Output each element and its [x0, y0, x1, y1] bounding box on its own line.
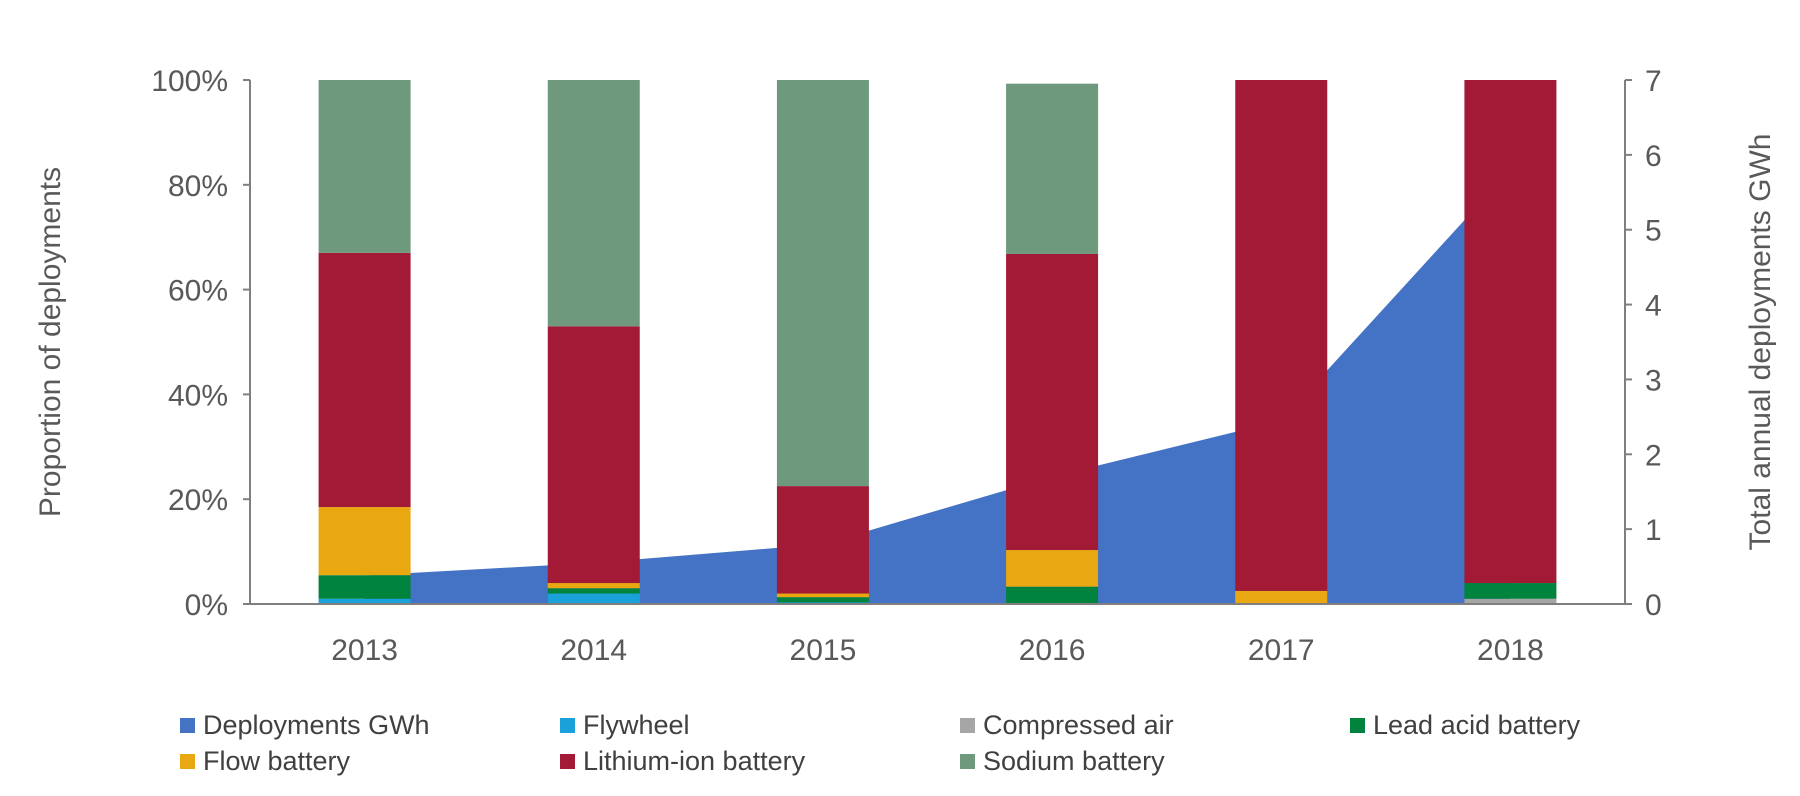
y2-tick-label: 0 [1645, 589, 1662, 622]
y-tick-label: 20% [168, 484, 228, 517]
bar-2013-flow-battery [318, 507, 411, 576]
x-tick-label: 2016 [1019, 634, 1086, 667]
y2-tick-label: 3 [1645, 364, 1662, 397]
bar-2013-lead-acid-battery [318, 575, 411, 599]
tick-layer: 0% 20% 40% 60% 80% 100% 0 1 2 3 4 5 6 7 2013 2014 2015 20… [151, 65, 1661, 667]
y-tick-label: 100% [151, 65, 228, 98]
bar-2017-flow-battery [1235, 590, 1328, 604]
bar-layer [318, 80, 1557, 604]
y-tick-label: 80% [168, 170, 228, 203]
legend-swatch [960, 754, 975, 769]
legend-swatch [180, 754, 195, 769]
legend-label: Lithium-ion battery [583, 746, 806, 776]
area-deployments-gwh [364, 169, 1511, 605]
legend-item: Flywheel [560, 710, 690, 741]
bar-2014-sodium-battery [547, 80, 640, 327]
y2-tick-label: 4 [1645, 290, 1662, 323]
legend-item: Flow battery [180, 746, 350, 777]
y2-tick-label: 6 [1645, 140, 1662, 173]
bar-2015-lead-acid-battery [776, 597, 869, 603]
bar-2013-lithium-ion-battery [318, 252, 411, 508]
bar-2018-lithium-ion-battery [1464, 80, 1557, 584]
legend-label: Flow battery [203, 746, 351, 776]
bar-2016-lithium-ion-battery [1006, 253, 1099, 551]
bar-2015-sodium-battery [776, 80, 869, 487]
bar-2013-flywheel [318, 598, 411, 604]
bar-2013-sodium-battery [318, 80, 411, 253]
chart: 0% 20% 40% 60% 80% 100% 0 1 2 3 4 5 6 7 2013 2014 2015 20… [34, 65, 1777, 667]
y-tick-label: 60% [168, 275, 228, 308]
legend-swatch [1350, 718, 1365, 733]
legend-label: Deployments GWh [203, 710, 430, 740]
bar-2016-lead-acid-battery [1006, 586, 1099, 604]
bar-2015-flow-battery [776, 593, 869, 598]
area-layer [364, 169, 1511, 605]
legend-item: Lead acid battery [1350, 710, 1580, 741]
bar-2014-lithium-ion-battery [547, 326, 640, 584]
y2-tick-label: 2 [1645, 439, 1662, 472]
y-axis-title: Proportion of deployments [34, 167, 67, 517]
legend-swatch [960, 718, 975, 733]
legend-swatch [180, 718, 195, 733]
legend-swatch [560, 718, 575, 733]
x-tick-label: 2015 [790, 634, 857, 667]
legend-label: Lead acid battery [1373, 710, 1581, 740]
bar-2016-sodium-battery [1006, 83, 1099, 254]
legend-label: Compressed air [983, 710, 1174, 740]
y2-tick-label: 7 [1645, 65, 1662, 98]
bar-2018-compressed-air [1464, 598, 1557, 604]
bar-2014-flow-battery [547, 583, 640, 589]
bar-2016-flow-battery [1006, 550, 1099, 587]
y-tick-label: 40% [168, 379, 228, 412]
x-tick-label: 2018 [1477, 634, 1544, 667]
legend-item: Lithium-ion battery [560, 746, 805, 777]
bar-2015-lithium-ion-battery [776, 486, 869, 594]
bar-2014-flywheel [547, 593, 640, 604]
x-tick-label: 2013 [331, 634, 398, 667]
legend-swatch [560, 754, 575, 769]
legend-item: Deployments GWh [180, 710, 430, 741]
x-tick-label: 2014 [560, 634, 627, 667]
legend-label: Flywheel [583, 710, 690, 740]
bar-2014-lead-acid-battery [547, 588, 640, 594]
y-tick-label: 0% [185, 589, 228, 622]
y2-axis-title: Total annual deployments GWh [1744, 134, 1777, 551]
bar-2018-lead-acid-battery [1464, 583, 1557, 599]
y2-tick-label: 5 [1645, 215, 1662, 248]
legend-item: Sodium battery [960, 746, 1165, 777]
y2-tick-label: 1 [1645, 514, 1662, 547]
legend-item: Compressed air [960, 710, 1174, 741]
bar-2017-lithium-ion-battery [1235, 80, 1328, 591]
legend-label: Sodium battery [983, 746, 1165, 776]
x-tick-label: 2017 [1248, 634, 1315, 667]
